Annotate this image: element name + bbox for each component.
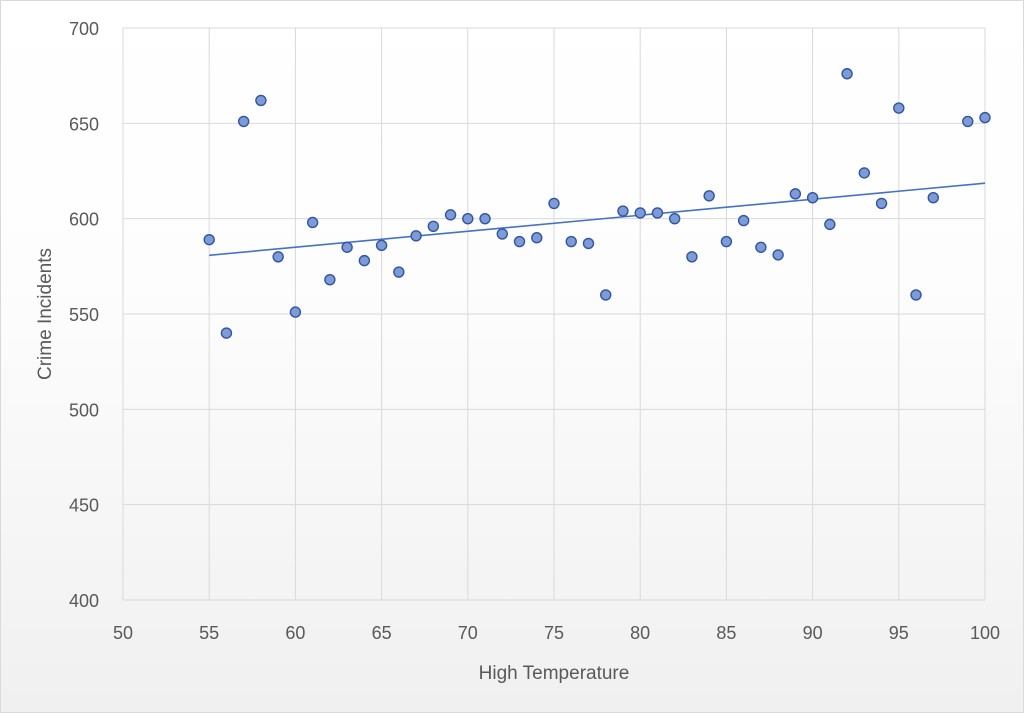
trendline [209, 182, 986, 257]
data-point [393, 266, 405, 278]
x-tick-labels: 50 55 60 65 70 75 80 85 90 95 100 [113, 623, 1000, 643]
data-point [962, 115, 974, 128]
y-axis-title: Crime Incidents [35, 248, 56, 380]
data-point [703, 190, 715, 202]
data-point [496, 228, 508, 240]
data-point [806, 191, 819, 204]
y-tick-label: 650 [69, 114, 99, 134]
data-point [841, 68, 853, 80]
data-point [375, 239, 388, 252]
data-point [686, 251, 698, 263]
data-point [513, 235, 526, 248]
trendline-group [209, 182, 986, 257]
y-tick-label: 500 [69, 400, 99, 420]
data-point [358, 254, 371, 267]
data-point [858, 167, 871, 179]
data-point [255, 94, 267, 107]
data-point [875, 197, 888, 210]
x-tick-label: 80 [630, 623, 650, 643]
data-point [203, 233, 215, 246]
data-point [531, 232, 543, 244]
x-tick-label: 55 [199, 623, 219, 643]
data-point [893, 102, 905, 114]
x-tick-label: 70 [458, 623, 478, 643]
data-point [410, 230, 422, 242]
data-point [565, 235, 577, 248]
data-point [306, 216, 319, 229]
y-tick-label: 600 [69, 210, 99, 230]
data-point [668, 212, 681, 225]
x-tick-label: 50 [113, 623, 133, 643]
y-tick-label: 450 [69, 496, 99, 516]
data-point [237, 115, 250, 128]
data-point [720, 235, 733, 248]
x-axis-title: High Temperature [479, 663, 630, 684]
y-tick-label: 400 [69, 591, 99, 611]
x-tick-label: 75 [544, 623, 564, 643]
data-point [272, 251, 284, 263]
data-point [444, 209, 457, 221]
data-point [979, 111, 991, 124]
y-tick-labels: 400 450 500 550 600 650 700 [69, 19, 99, 611]
data-point [789, 188, 802, 200]
data-point [634, 207, 646, 219]
data-points [203, 68, 991, 339]
data-point [289, 306, 302, 318]
x-tick-label: 100 [970, 623, 1000, 643]
y-tick-label: 550 [69, 305, 99, 325]
data-point [462, 212, 474, 225]
data-point [479, 212, 491, 225]
data-point [755, 241, 767, 253]
data-point [600, 289, 612, 301]
data-point [927, 191, 939, 204]
data-point [427, 220, 440, 232]
data-point [824, 218, 836, 231]
x-tick-label: 90 [803, 623, 823, 643]
y-tick-label: 700 [69, 19, 99, 39]
data-point [772, 249, 784, 261]
data-point [220, 327, 233, 339]
data-point [651, 207, 664, 219]
data-point [910, 289, 922, 301]
data-point [548, 197, 560, 210]
data-point [341, 241, 353, 253]
x-tick-label: 60 [285, 623, 305, 643]
data-point [737, 214, 750, 227]
x-tick-label: 95 [889, 623, 909, 643]
gridlines [122, 27, 986, 601]
x-tick-label: 65 [372, 623, 392, 643]
data-point [617, 205, 629, 217]
x-tick-label: 85 [716, 623, 736, 643]
data-point [582, 237, 595, 250]
data-point [324, 273, 336, 286]
